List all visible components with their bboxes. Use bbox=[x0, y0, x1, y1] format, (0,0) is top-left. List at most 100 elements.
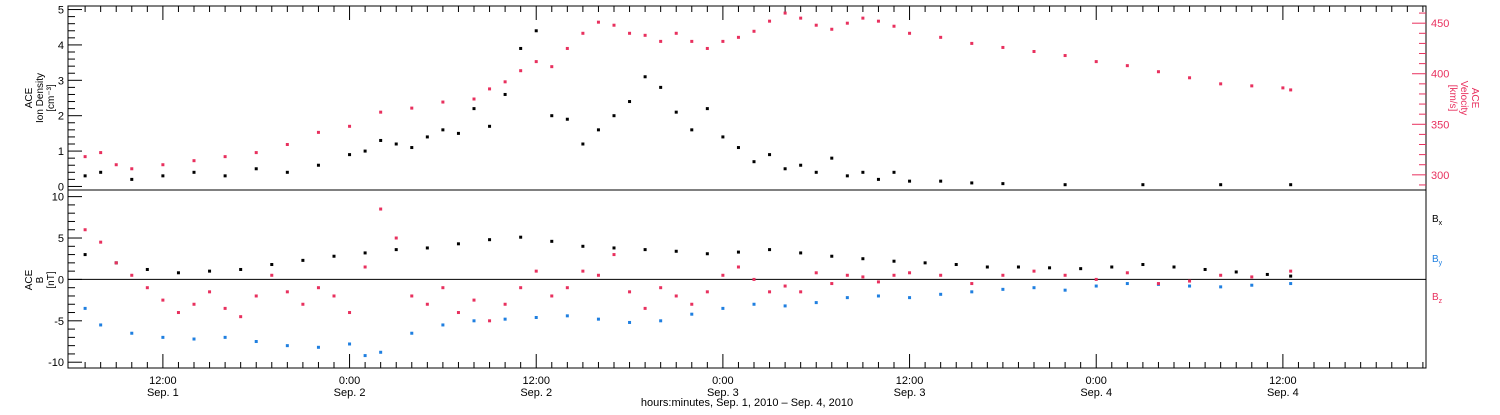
mag-bz-point bbox=[612, 253, 616, 257]
mag-by-point bbox=[783, 304, 787, 308]
mag-bz-point bbox=[768, 290, 772, 294]
mag-bz-point bbox=[394, 236, 398, 240]
velocity-point bbox=[1032, 49, 1036, 53]
velocity-point bbox=[441, 100, 445, 104]
mag-bx-point bbox=[425, 246, 429, 250]
velocity-point bbox=[161, 163, 165, 167]
mag-bz-point bbox=[892, 273, 896, 277]
bottom-tick-label: -5 bbox=[54, 316, 64, 328]
mag-by-point bbox=[503, 317, 507, 321]
mag-bz-point bbox=[674, 294, 678, 298]
legend-item-by: By bbox=[1432, 254, 1443, 267]
mag-by-point bbox=[845, 296, 849, 300]
velocity-point bbox=[410, 106, 414, 110]
mag-bx-point bbox=[270, 263, 274, 267]
mag-bx-point bbox=[643, 248, 647, 252]
mag-bz-point bbox=[270, 273, 274, 277]
mag-bz-point bbox=[908, 271, 912, 275]
top-left-tick-label: 5 bbox=[58, 5, 64, 17]
mag-bz-point bbox=[861, 275, 865, 279]
density-point bbox=[534, 29, 538, 33]
x-tick-time-label: 12:00 bbox=[522, 375, 550, 387]
velocity-point bbox=[1281, 86, 1285, 90]
mag-bz-point bbox=[721, 273, 725, 277]
data-points-layer bbox=[83, 11, 1293, 358]
density-point bbox=[1001, 182, 1005, 186]
mag-by-point bbox=[441, 323, 445, 327]
mag-bx-point bbox=[705, 252, 709, 256]
mag-bz-point bbox=[1289, 269, 1293, 273]
mag-bz-point bbox=[1188, 279, 1192, 283]
velocity-point bbox=[348, 124, 352, 128]
density-point bbox=[783, 167, 787, 171]
legend-item-base: B bbox=[1432, 292, 1439, 303]
mag-bz-point bbox=[254, 294, 258, 298]
x-tick-date-label: Sep. 4 bbox=[1267, 387, 1299, 399]
velocity-point bbox=[845, 21, 849, 25]
mag-bx-point bbox=[674, 249, 678, 253]
velocity-point bbox=[130, 167, 134, 171]
mag-bz-point bbox=[783, 284, 787, 288]
mag-bz-point bbox=[565, 286, 569, 290]
legend-item-subscript: z bbox=[1439, 298, 1443, 305]
mag-bx-point bbox=[488, 238, 492, 242]
mag-bx-point bbox=[1016, 265, 1020, 269]
velocity-point bbox=[674, 31, 678, 35]
mag-bz-point bbox=[99, 240, 103, 244]
density-point bbox=[285, 170, 289, 174]
mag-by-point bbox=[565, 314, 569, 318]
velocity-point bbox=[830, 27, 834, 31]
mag-by-point bbox=[99, 323, 103, 327]
mag-bz-point bbox=[534, 269, 538, 273]
mag-bx-point bbox=[1172, 265, 1176, 269]
mag-bx-point bbox=[985, 265, 989, 269]
mag-by-point bbox=[628, 320, 632, 324]
mag-by-point bbox=[161, 335, 165, 339]
density-point bbox=[659, 85, 663, 89]
x-tick-date-label: Sep. 1 bbox=[147, 387, 179, 399]
mag-bz-point bbox=[845, 273, 849, 277]
mag-bz-point bbox=[208, 290, 212, 294]
mag-bz-point bbox=[1032, 269, 1036, 273]
mag-bx-point bbox=[83, 253, 87, 257]
density-point bbox=[441, 128, 445, 132]
mag-bx-point bbox=[861, 257, 865, 261]
mag-bx-point bbox=[394, 248, 398, 252]
mag-bz-point bbox=[316, 286, 320, 290]
top-left-tick-label: 0 bbox=[58, 181, 64, 193]
density-point bbox=[768, 153, 772, 157]
mag-by-point bbox=[472, 319, 476, 323]
mag-by-point bbox=[363, 354, 367, 358]
velocity-point bbox=[581, 31, 585, 35]
mag-bz-point bbox=[581, 269, 585, 273]
mag-bz-point bbox=[145, 286, 149, 290]
top-right-ylabel-line3: [km/s] bbox=[1447, 85, 1458, 112]
x-tick-time-label: 0:00 bbox=[712, 375, 733, 387]
mag-by-point bbox=[690, 312, 694, 316]
density-point bbox=[939, 179, 943, 183]
mag-by-point bbox=[939, 292, 943, 296]
x-tick-time-label: 12:00 bbox=[1269, 375, 1297, 387]
density-point bbox=[830, 156, 834, 160]
density-point bbox=[254, 167, 258, 171]
mag-bx-point bbox=[239, 267, 243, 271]
mag-bx-point bbox=[1265, 272, 1269, 276]
mag-by-point bbox=[1125, 282, 1129, 286]
density-point bbox=[348, 153, 352, 157]
velocity-point bbox=[503, 80, 507, 84]
density-point bbox=[799, 163, 803, 167]
top-left-tick-label: 1 bbox=[58, 146, 64, 158]
mag-bx-point bbox=[1203, 267, 1207, 271]
velocity-point bbox=[970, 41, 974, 45]
mag-bx-point bbox=[612, 246, 616, 250]
bottom-tick-label: 5 bbox=[58, 233, 64, 245]
velocity-point bbox=[892, 24, 896, 28]
density-point bbox=[674, 110, 678, 114]
velocity-point bbox=[472, 97, 476, 101]
density-point bbox=[908, 179, 912, 183]
top-left-ylabel: ACE Ion Density [cm⁻³] bbox=[24, 73, 57, 123]
velocity-point bbox=[736, 35, 740, 39]
velocity-point bbox=[1156, 70, 1160, 74]
density-point bbox=[456, 131, 460, 135]
